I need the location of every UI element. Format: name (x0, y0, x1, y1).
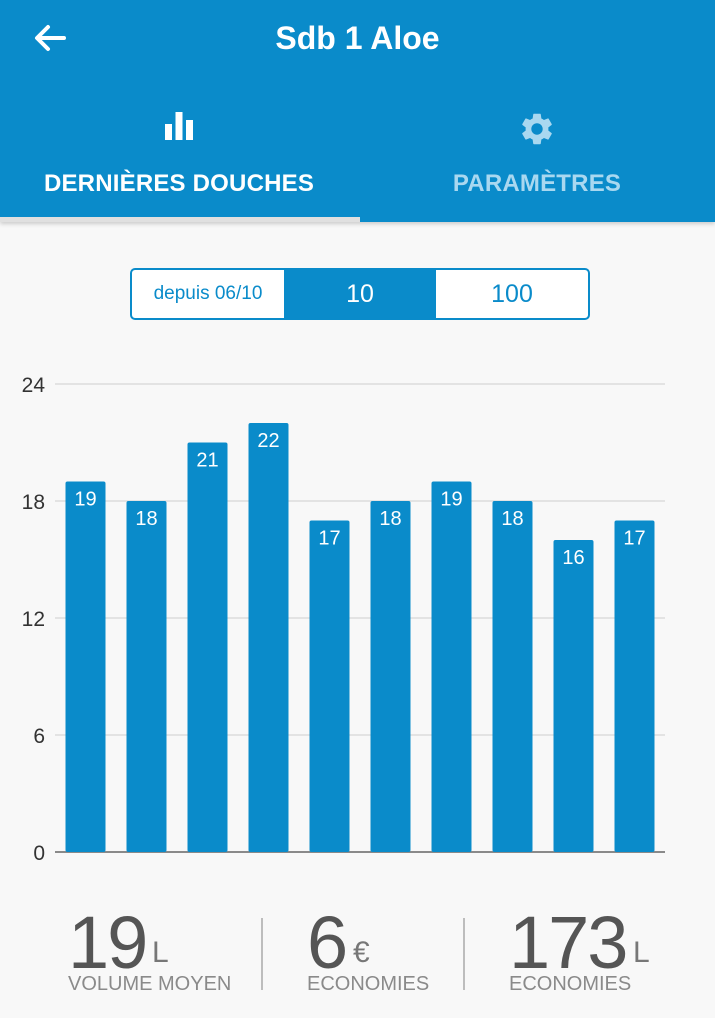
bar (187, 442, 228, 852)
tab-label: DERNIÈRES DOUCHES (43, 170, 315, 197)
stat-value: 173 (509, 901, 628, 984)
y-tick-label: 18 (22, 491, 45, 514)
stat-label: ECONOMIES (307, 973, 430, 995)
bar (248, 423, 289, 852)
bar-value-label: 18 (135, 508, 157, 530)
stat-divider (261, 918, 263, 990)
bar-value-label: 18 (379, 508, 401, 530)
bar (126, 501, 167, 852)
stat-label: ECONOMIES (509, 973, 632, 995)
app-bar: Sdb 1 Aloe DERNIÈRES DOUCHES PARAMÈTRES (0, 0, 715, 222)
stats-row: 19 L VOLUME MOYEN 6 € ECONOMIES 173 L EC… (0, 900, 715, 1010)
range-option-100[interactable]: 100 (491, 279, 533, 308)
bar-value-label: 17 (318, 528, 340, 550)
stat-money-savings: 6 € ECONOMIES (263, 900, 463, 1010)
bar-chart-icon (165, 112, 193, 140)
stat-unit: € (353, 936, 370, 969)
tab-parametres[interactable]: PARAMÈTRES (358, 96, 715, 222)
arrow-left-icon (35, 25, 66, 51)
bar (370, 501, 411, 852)
bar (65, 481, 106, 852)
bar (309, 520, 350, 852)
stat-label: VOLUME MOYEN (68, 973, 232, 995)
stat-value: 19 (68, 901, 148, 984)
range-option-10[interactable]: 10 (284, 270, 436, 318)
bar-value-label: 17 (623, 528, 645, 550)
stat-unit: L (152, 936, 169, 969)
shower-volume-chart: 0 6 12 18 24 19 18 21 22 17 18 19 18 16 17 (22, 374, 665, 865)
bar-value-label: 21 (196, 450, 218, 472)
gear-icon (522, 113, 552, 145)
tab-dernieres-douches[interactable]: DERNIÈRES DOUCHES (0, 96, 358, 222)
bar-value-label: 16 (562, 547, 584, 569)
back-button[interactable] (28, 18, 72, 58)
page-title: Sdb 1 Aloe (275, 20, 440, 56)
stat-value: 6 (307, 901, 348, 984)
stat-average-volume: 19 L VOLUME MOYEN (0, 900, 260, 1010)
y-tick-label: 24 (22, 374, 46, 397)
bar (553, 540, 594, 852)
bar (431, 481, 472, 852)
stat-water-savings: 173 L ECONOMIES (465, 900, 715, 1010)
bar-value-label: 19 (74, 489, 96, 511)
bar-value-label: 19 (440, 489, 462, 511)
stat-divider (463, 918, 465, 990)
stat-unit: L (633, 936, 650, 969)
bar-value-label: 22 (257, 430, 279, 452)
tab-label: PARAMÈTRES (452, 170, 622, 197)
y-tick-label: 6 (33, 725, 45, 748)
y-tick-label: 12 (22, 608, 45, 631)
active-tab-indicator (0, 217, 360, 222)
bar (614, 520, 655, 852)
y-tick-label: 0 (33, 842, 45, 865)
range-option-since-date[interactable]: depuis 06/10 (153, 283, 263, 304)
bar-value-label: 18 (501, 508, 523, 530)
range-selector: depuis 06/10 10 100 (130, 268, 590, 320)
bar (492, 501, 533, 852)
